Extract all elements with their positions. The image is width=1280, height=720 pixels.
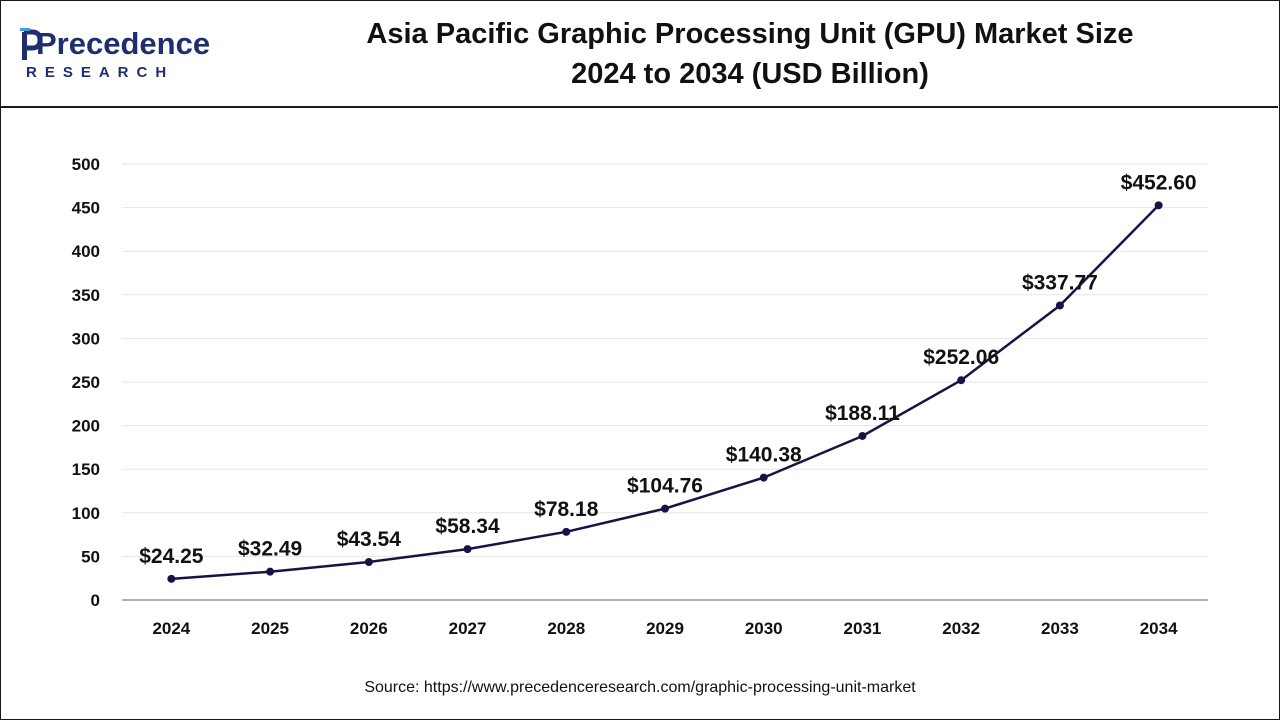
brand-name: Precedence (36, 26, 211, 61)
data-label: $24.25 (139, 545, 204, 568)
chart-title-block: Asia Pacific Graphic Processing Unit (GP… (260, 14, 1240, 94)
x-tick-label: 2032 (942, 619, 980, 638)
x-tick-label: 2033 (1041, 619, 1079, 638)
y-tick-label: 50 (81, 547, 100, 566)
y-tick-label: 300 (72, 329, 100, 348)
data-label: $140.38 (726, 444, 802, 467)
data-labels: $24.25 $32.49 $43.54 $58.34 $78.18 $104.76 $14… (139, 171, 1196, 568)
brand-tagline: RESEARCH (26, 64, 175, 81)
data-point (957, 376, 966, 385)
y-tick-label: 250 (72, 373, 100, 392)
data-label: $104.76 (627, 475, 703, 498)
source-note: Source: https://www.precedenceresearch.c… (364, 679, 916, 696)
x-tick-label: 2027 (449, 619, 487, 638)
data-point (759, 473, 768, 482)
y-tick-label: 400 (72, 242, 100, 261)
data-point (364, 558, 373, 567)
x-tick-label: 2025 (251, 619, 289, 638)
data-label: $188.11 (825, 402, 900, 425)
data-label: $43.54 (337, 528, 402, 551)
data-label: $337.77 (1022, 271, 1098, 294)
y-tick-label: 0 (91, 591, 100, 610)
y-tick-label: 350 (72, 286, 100, 305)
data-point (266, 567, 275, 576)
y-tick-label: 150 (72, 460, 100, 479)
data-point (1154, 201, 1163, 210)
y-tick-labels: 0 50 100 150 200 250 300 350 400 450 500 (72, 155, 100, 610)
chart-title: Asia Pacific Graphic Processing Unit (GP… (366, 18, 1134, 50)
chart-subtitle: 2024 to 2034 (USD Billion) (571, 58, 929, 90)
header: Precedence RESEARCH Asia Pacific Graphic… (0, 0, 1278, 108)
data-label: $78.18 (534, 498, 599, 521)
x-tick-label: 2030 (745, 619, 783, 638)
x-tick-label: 2031 (844, 619, 882, 638)
y-tick-label: 200 (72, 417, 100, 436)
x-tick-labels: 2024 2025 2026 2027 2028 2029 2030 2031 2032 2033… (152, 619, 1178, 638)
data-point (167, 574, 176, 583)
data-label: $452.60 (1121, 171, 1197, 194)
data-point (1055, 301, 1064, 310)
x-tick-label: 2026 (350, 619, 388, 638)
grid-lines (122, 163, 1208, 557)
x-tick-label: 2034 (1140, 619, 1178, 638)
x-tick-label: 2029 (646, 619, 684, 638)
data-point (858, 431, 867, 440)
data-label: $58.34 (435, 515, 500, 538)
data-point (463, 545, 472, 554)
data-point (562, 527, 571, 536)
data-label: $252.06 (923, 346, 999, 369)
y-tick-label: 100 (72, 504, 100, 523)
data-point (661, 504, 669, 513)
data-label: $32.49 (238, 538, 302, 561)
y-tick-label: 450 (72, 199, 100, 218)
x-tick-label: 2024 (152, 619, 190, 638)
series (167, 201, 1163, 583)
brand-logo: Precedence RESEARCH (20, 24, 220, 84)
logo-mark-icon (20, 28, 42, 60)
y-tick-label: 500 (72, 155, 100, 174)
series-line (171, 204, 1160, 581)
x-tick-label: 2028 (547, 619, 585, 638)
